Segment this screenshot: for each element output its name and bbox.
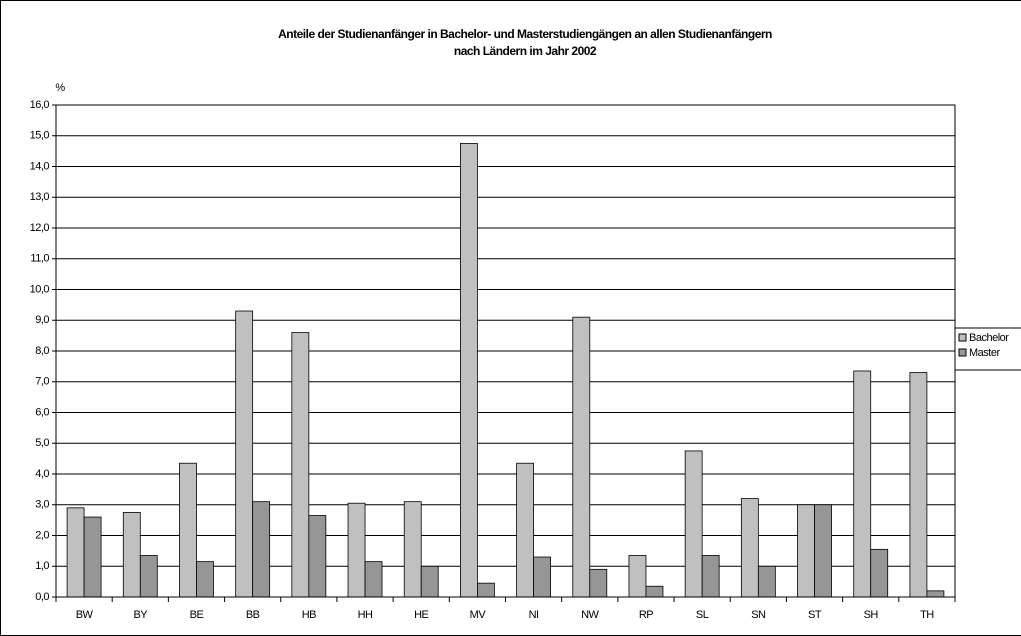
x-tick-label: HH — [358, 609, 373, 621]
x-tick-label: NW — [581, 609, 599, 621]
bar — [701, 555, 720, 598]
y-tick-label: 4,0 — [35, 468, 49, 480]
y-tick-label: 1,0 — [35, 560, 49, 572]
bar — [814, 504, 832, 598]
y-tick-label: 10,0 — [30, 283, 50, 295]
x-tick-label: TH — [920, 609, 934, 621]
y-tick-label: 12,0 — [30, 222, 50, 234]
bar — [740, 498, 759, 598]
bar — [420, 565, 439, 598]
bar — [797, 504, 815, 598]
y-tick-label: 8,0 — [35, 345, 49, 357]
y-tick-label: 3,0 — [35, 499, 49, 511]
y-tick-label: 14,0 — [30, 160, 50, 172]
bar — [122, 512, 141, 598]
bar — [477, 582, 495, 598]
x-tick-label: ST — [808, 609, 822, 621]
x-tick-label: RP — [639, 609, 653, 621]
bar — [252, 501, 271, 598]
bar — [645, 585, 664, 598]
y-tick-label: 0,0 — [35, 591, 49, 603]
y-axis-label: % — [55, 82, 65, 94]
y-tick-label: 16,0 — [30, 99, 50, 111]
bar — [179, 462, 197, 598]
chart-title: Anteile der Studienanfänger in Bachelor-… — [278, 27, 772, 41]
x-tick-label: BB — [246, 609, 260, 621]
x-tick-label: SN — [751, 609, 766, 621]
bar — [516, 462, 534, 598]
y-tick-label: 7,0 — [35, 376, 49, 388]
x-tick-label: HE — [414, 609, 428, 621]
bar — [403, 501, 422, 598]
x-tick-label: HB — [302, 609, 316, 621]
bar — [235, 310, 254, 598]
bar — [83, 516, 102, 598]
bar — [308, 515, 327, 598]
bar — [347, 502, 366, 598]
y-tick-label: 13,0 — [30, 191, 50, 203]
bar — [196, 561, 214, 598]
y-tick-label: 11,0 — [30, 253, 49, 265]
bar — [139, 555, 158, 598]
bar — [66, 507, 85, 598]
y-tick-label: 2,0 — [35, 529, 49, 541]
bar — [926, 590, 945, 598]
x-tick-label: BE — [190, 609, 204, 621]
bar — [572, 316, 591, 598]
legend-swatch — [958, 333, 967, 342]
bar — [684, 450, 703, 598]
x-tick-label: BW — [76, 609, 94, 621]
bar — [364, 561, 383, 598]
bar — [853, 370, 872, 598]
bar — [757, 565, 776, 598]
legend-label: Master — [969, 347, 1000, 359]
x-tick-label: SL — [696, 609, 709, 621]
chart-title: nach Ländern im Jahr 2002 — [454, 44, 597, 58]
bar — [589, 568, 608, 598]
bar — [291, 332, 310, 598]
legend-swatch — [958, 348, 967, 357]
x-tick-label: BY — [133, 609, 148, 621]
x-tick-label: SH — [864, 609, 879, 621]
x-tick-label: MV — [470, 609, 487, 621]
bar — [628, 555, 647, 598]
legend-label: Bachelor — [969, 332, 1009, 344]
x-tick-label: NI — [529, 609, 539, 621]
y-tick-label: 6,0 — [35, 406, 49, 418]
bar — [533, 556, 551, 598]
y-tick-label: 9,0 — [35, 314, 49, 326]
bar — [870, 548, 889, 598]
y-tick-label: 15,0 — [30, 130, 50, 142]
bar — [909, 372, 928, 598]
y-tick-label: 5,0 — [35, 437, 49, 449]
bar — [460, 143, 478, 598]
